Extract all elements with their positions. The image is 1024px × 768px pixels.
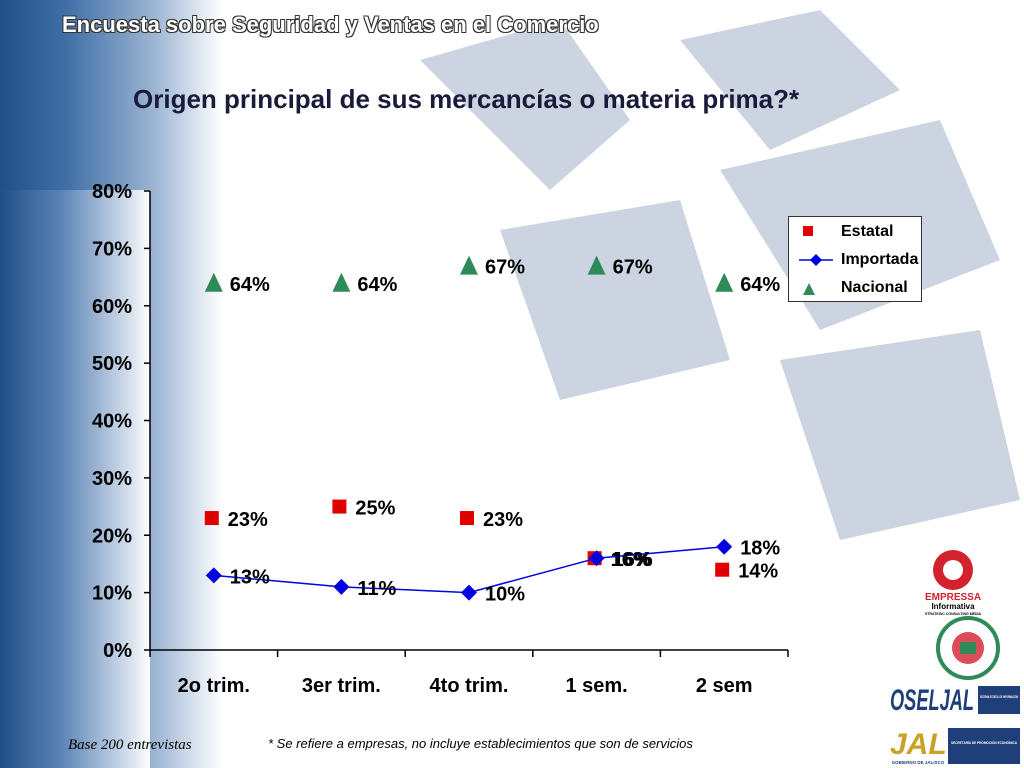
- data-label-importada: 18%: [740, 538, 780, 560]
- data-label-nacional: 67%: [613, 257, 653, 279]
- point-importada: [333, 578, 350, 595]
- y-tick-label: 0%: [103, 640, 132, 662]
- footer-note: * Se refiere a empresas, no incluye esta…: [268, 736, 693, 751]
- data-label-nacional: 64%: [230, 274, 270, 296]
- y-tick-label: 60%: [92, 296, 132, 318]
- sidebar-fade: [0, 190, 150, 768]
- point-importada: [205, 567, 222, 584]
- data-label-estatal: 14%: [738, 561, 778, 583]
- y-tick-label: 70%: [92, 238, 132, 260]
- chart-title: Origen principal de sus mercancías o mat…: [133, 84, 800, 114]
- legend-square-icon: [803, 226, 813, 236]
- x-tick-label: 2 sem: [696, 675, 753, 697]
- oseljal-logo: OSELJAL SISTEMA ESTATAL DE INFORMACIÓN: [890, 684, 1020, 717]
- chart-marks: 23%25%23%16%14%13%11% 10%16%18%64% 64%67% 6…: [204, 255, 780, 606]
- y-tick-label: 10%: [92, 583, 132, 605]
- point-estatal: [460, 511, 474, 526]
- data-label-importada: 16%: [613, 549, 653, 571]
- empressa-logo: EMPRESSA Informativa STRATEGIC CONSULTIN…: [925, 550, 982, 616]
- jal-sub: SECRETARÍA DE PROMOCIÓN ECONÓMICA: [951, 740, 1017, 745]
- data-label-nacional: 67%: [485, 257, 525, 279]
- empressa-name: EMPRESSA: [925, 592, 981, 603]
- y-tick-label: 30%: [92, 468, 132, 490]
- legend: Estatal Importada Nacional: [788, 216, 922, 302]
- point-importada: [588, 550, 605, 567]
- y-tick-label: 40%: [92, 411, 132, 433]
- data-label-importada: 10%: [485, 584, 525, 606]
- point-nacional: [460, 255, 478, 275]
- gobierno-name: GOBIERNO DE JALISCO: [892, 760, 945, 765]
- oseljal-sub: SISTEMA ESTATAL DE INFORMACIÓN: [980, 694, 1018, 699]
- data-label-estatal: 23%: [228, 509, 268, 531]
- point-nacional: [715, 272, 734, 292]
- data-label-importada: 13%: [230, 566, 270, 588]
- point-nacional: [587, 255, 606, 275]
- empressa-sub: Informativa: [931, 602, 975, 611]
- legend-diamond-icon: [799, 254, 833, 266]
- jal-name: JAL: [890, 728, 947, 761]
- data-label-estatal: 23%: [483, 509, 523, 531]
- jal-logo: JAL SECRETARÍA DE PROMOCIÓN ECONÓMICA GO…: [890, 728, 1020, 765]
- data-label-nacional: 64%: [357, 274, 397, 296]
- point-nacional: [332, 272, 351, 292]
- empressa-tag: STRATEGIC CONSULTING MEDIA: [925, 612, 982, 616]
- x-tick-label: 3er trim.: [302, 675, 381, 697]
- x-tick-label: 4to trim.: [430, 675, 509, 697]
- point-estatal: [204, 511, 219, 526]
- point-estatal: [715, 562, 730, 577]
- x-tick-label: 2o trim.: [178, 675, 250, 697]
- camara-comercio-seal: [936, 616, 1000, 680]
- legend-triangle-icon: [803, 283, 815, 295]
- y-tick-label: 50%: [92, 353, 132, 375]
- legend-label: Importada: [841, 251, 919, 268]
- data-label-importada: 11%: [357, 578, 396, 600]
- data-label-estatal: 25%: [355, 498, 395, 520]
- y-tick-label: 80%: [92, 181, 132, 203]
- chart-axes: 0% 10% 20% 30% 40% 50% 60% 70% 80% 2o trim. 3er tr…: [92, 181, 789, 697]
- header-title: Encuesta sobre Seguridad y Ventas en el …: [62, 12, 599, 37]
- y-tick-label: 20%: [92, 525, 132, 547]
- point-nacional: [204, 272, 223, 292]
- oseljal-name: OSELJAL: [890, 684, 974, 717]
- point-importada: [461, 584, 477, 601]
- point-importada: [716, 538, 733, 555]
- footer-base: Base 200 entrevistas: [68, 737, 192, 753]
- data-label-nacional: 64%: [740, 274, 780, 296]
- point-estatal: [332, 499, 347, 514]
- x-tick-label: 1 sem.: [565, 675, 627, 697]
- sponsor-logos: EMPRESSA Informativa STRATEGIC CONSULTIN…: [890, 550, 1020, 765]
- legend-label: Nacional: [841, 279, 908, 296]
- legend-label: Estatal: [841, 223, 894, 240]
